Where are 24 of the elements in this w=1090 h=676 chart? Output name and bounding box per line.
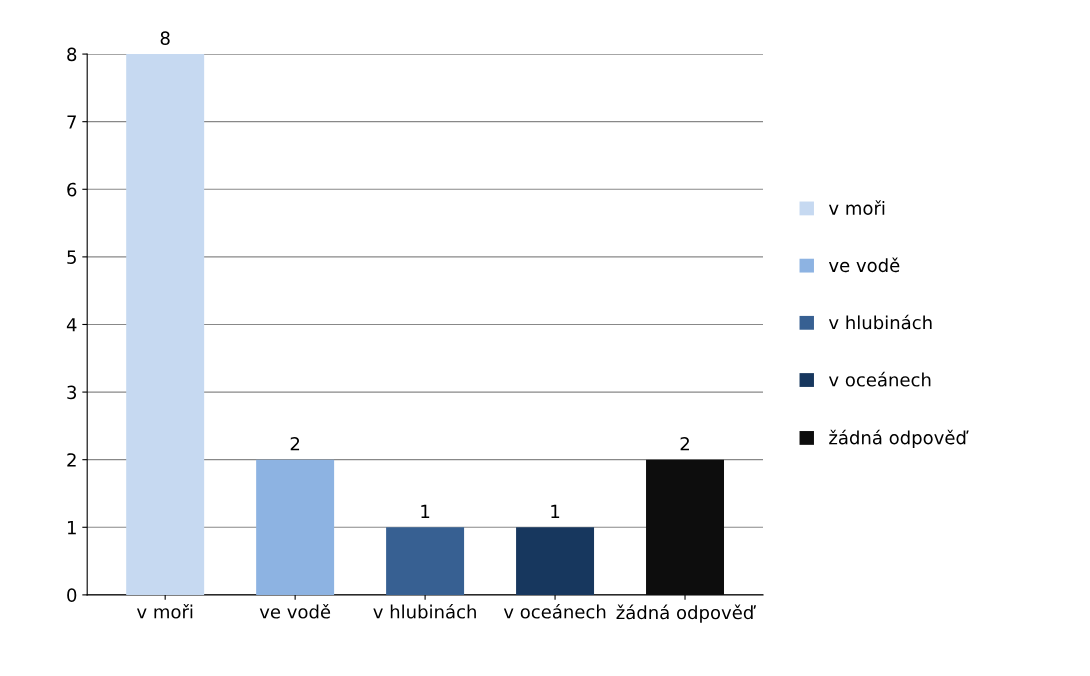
y-tick-label: 7 [67, 115, 76, 129]
legend-label: v oceánech [828, 371, 931, 387]
x-tick-label: žádná odpověď [616, 604, 757, 623]
y-tick-label: 4 [66, 318, 77, 332]
x-tick-label: ve vodě [259, 603, 331, 619]
y-tick-label: 5 [67, 250, 76, 264]
legend-label: ve vodě [828, 257, 900, 273]
data-label: 2 [290, 436, 300, 451]
legend-label: v moři [828, 200, 885, 215]
y-tick-label: 2 [67, 453, 76, 467]
x-tick-label: v moři [136, 603, 193, 619]
data-label: 8 [160, 31, 170, 46]
y-tick-label: 6 [67, 182, 77, 197]
y-tick-label: 8 [67, 47, 77, 62]
data-label: 1 [421, 504, 430, 518]
data-label: 1 [551, 504, 560, 518]
x-tick-label: v hlubinách [373, 603, 476, 619]
y-tick-label: 3 [67, 385, 77, 400]
legend-label: žádná odpověď [829, 429, 969, 448]
y-tick-label: 0 [67, 588, 77, 602]
legend-label: v hlubinách [828, 314, 932, 330]
y-tick-label: 1 [67, 520, 76, 535]
data-label: 2 [680, 436, 689, 451]
x-tick-label: v oceánech [503, 603, 606, 619]
